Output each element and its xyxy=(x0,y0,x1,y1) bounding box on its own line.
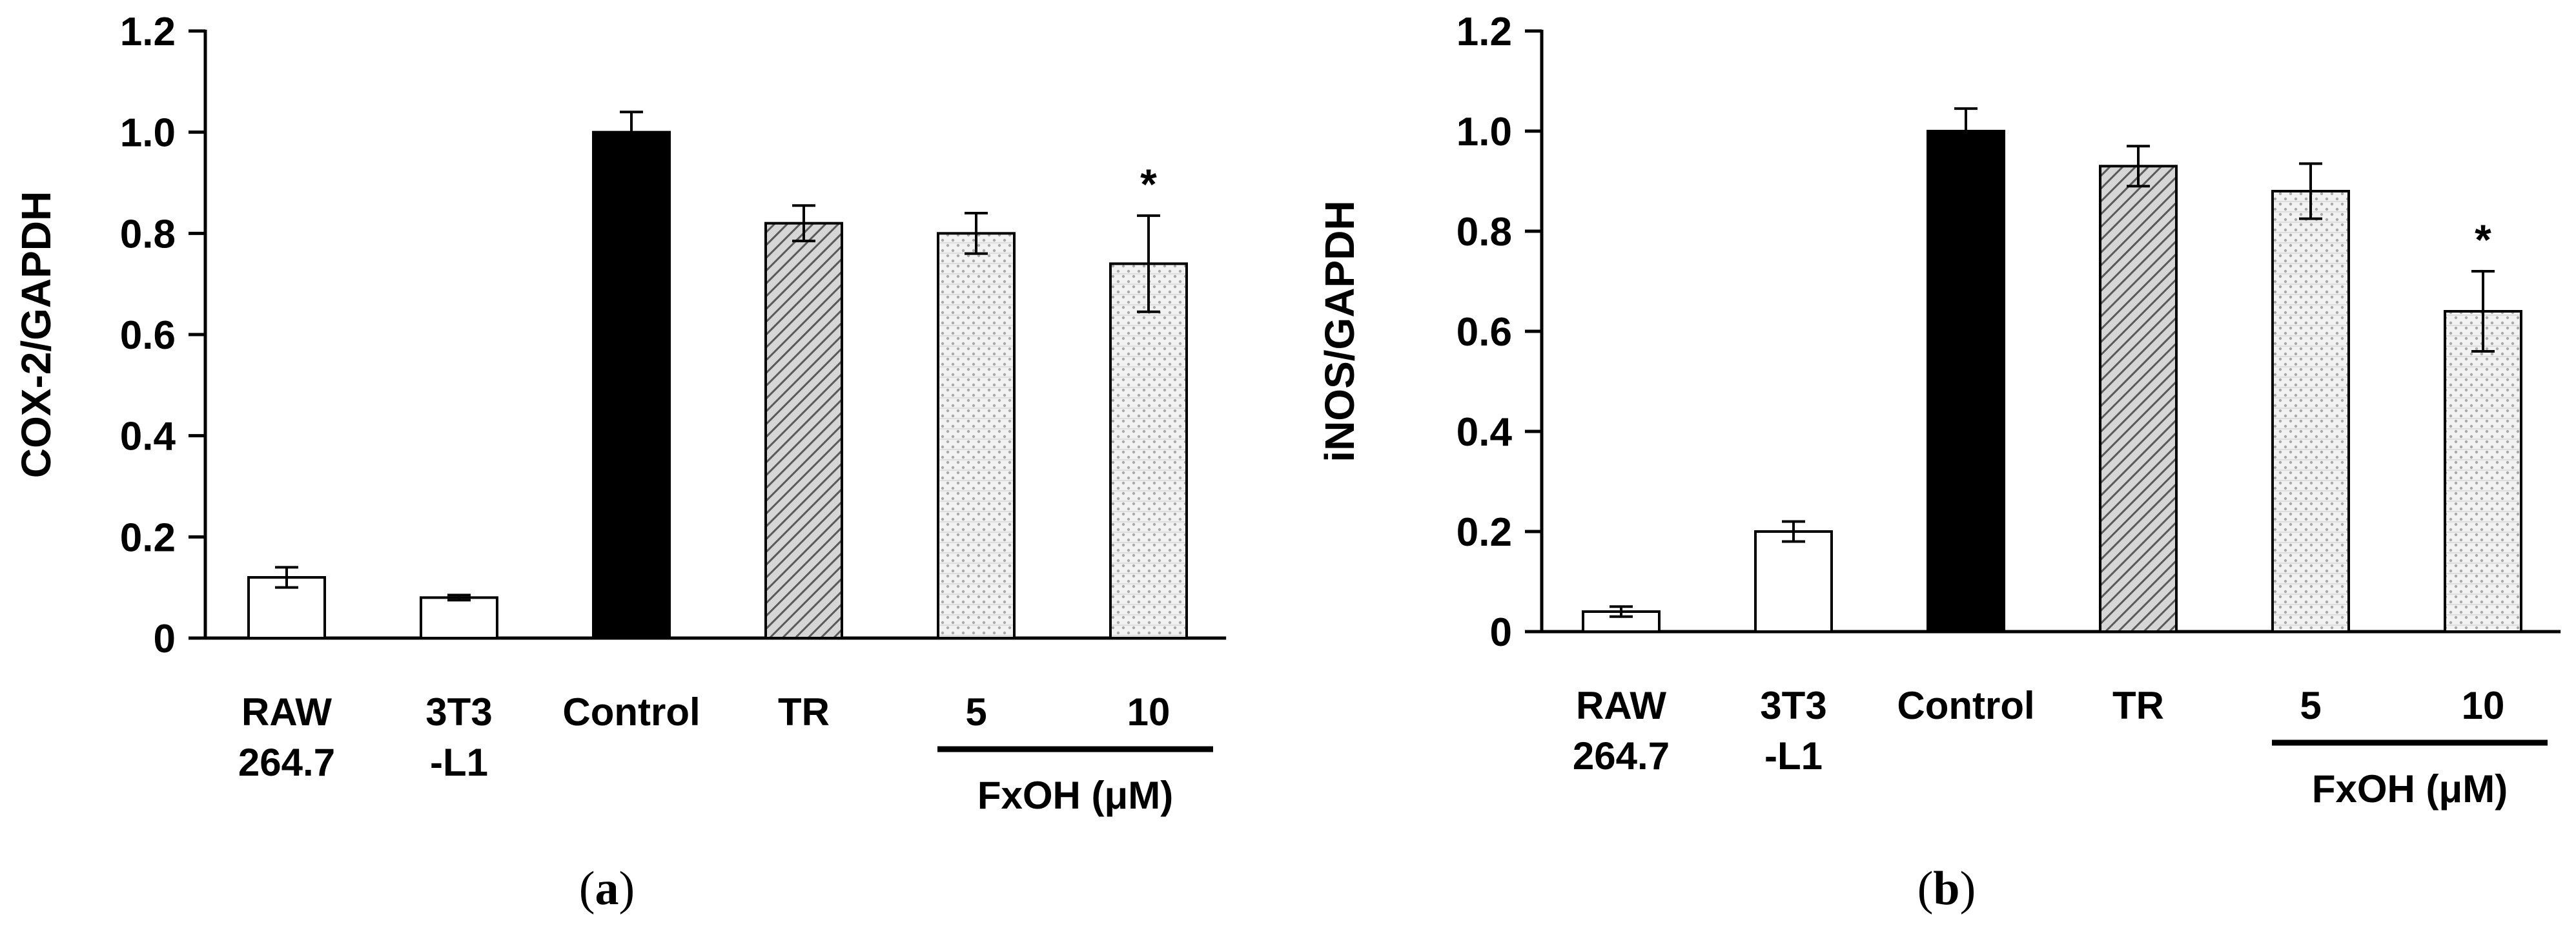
x-category-label: RAW xyxy=(241,690,332,734)
bar xyxy=(2271,190,2350,633)
y-axis-title: COX-2/GAPDH xyxy=(13,191,59,479)
y-tick-label: 0.4 xyxy=(120,415,176,459)
y-tick-label: 1.0 xyxy=(1457,110,1512,154)
bar xyxy=(1927,130,2005,633)
x-category-label: 264.7 xyxy=(1573,734,1670,778)
group-label: FxOH (μM) xyxy=(977,774,1173,817)
bar xyxy=(1109,262,1188,640)
significance-marker: * xyxy=(1140,160,1157,208)
bar xyxy=(1754,530,1833,633)
x-category-label: 5 xyxy=(965,690,986,734)
chart-panel-a: 0 0.2 0.4 0.6 0.8 1.0 1.2 COX-2/GAPDH RAW 264.7 3T… xyxy=(13,10,1227,915)
y-tick-label: 0.4 xyxy=(1457,410,1513,455)
y-tick-label: 1.0 xyxy=(120,111,176,156)
y-tick-label: 1.2 xyxy=(1457,10,1512,54)
group-label: FxOH (μM) xyxy=(2312,767,2508,811)
bar xyxy=(937,232,1016,640)
x-category-label: 5 xyxy=(2300,684,2321,727)
panel-label: (b) xyxy=(1917,862,1976,915)
panel-label: (a) xyxy=(579,862,635,915)
bar xyxy=(420,596,498,639)
bar xyxy=(764,222,843,639)
x-category-label: 10 xyxy=(1127,690,1170,734)
y-tick-label: 0.8 xyxy=(120,212,176,256)
y-tick-label: 0.2 xyxy=(1457,510,1512,555)
chart-panel-b: 0 0.2 0.4 0.6 0.8 1.0 1.2 iNOS/GAPDH RAW 264.7 3T3… xyxy=(1316,10,2561,915)
significance-marker: * xyxy=(2475,216,2491,264)
y-tick-label: 0.6 xyxy=(120,313,176,358)
x-category-label: -L1 xyxy=(430,741,488,784)
y-tick-label: 0.8 xyxy=(1457,210,1512,254)
bar xyxy=(592,130,671,639)
x-category-label: Control xyxy=(1897,684,2034,727)
x-category-label: Control xyxy=(562,690,700,734)
y-tick-label: 0 xyxy=(1490,610,1512,655)
x-category-label: 3T3 xyxy=(1760,684,1826,727)
x-category-label: TR xyxy=(778,690,830,734)
x-category-label: 264.7 xyxy=(238,741,335,784)
y-axis-title: iNOS/GAPDH xyxy=(1316,200,1363,462)
x-category-label: 3T3 xyxy=(425,690,492,734)
x-category-label: -L1 xyxy=(1764,734,1823,778)
x-category-label: RAW xyxy=(1576,684,1666,727)
y-tick-label: 0.6 xyxy=(1457,310,1512,355)
x-category-label: TR xyxy=(2112,684,2164,727)
y-tick-label: 0.2 xyxy=(120,515,176,560)
x-category-label: 10 xyxy=(2462,684,2505,727)
bar xyxy=(2099,165,2178,633)
bar xyxy=(2444,310,2522,633)
y-tick-label: 1.2 xyxy=(120,10,176,54)
y-tick-label: 0 xyxy=(154,617,176,661)
